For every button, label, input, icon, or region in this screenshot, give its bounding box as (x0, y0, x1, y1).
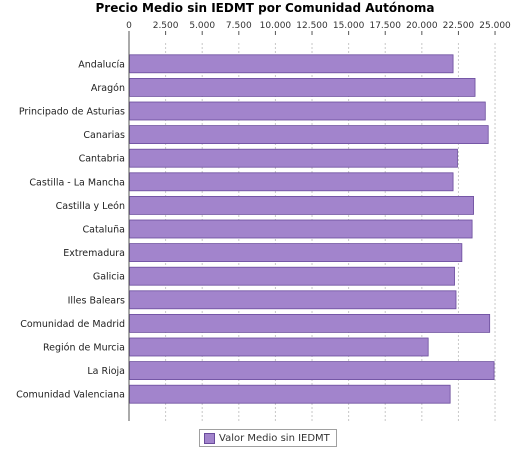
legend-label: Valor Medio sin IEDMT (219, 432, 330, 444)
category-label: Comunidad de Madrid (20, 319, 125, 330)
x-tick-label: 10.000 (260, 21, 292, 31)
legend-swatch (204, 432, 215, 444)
x-tick-label: 12.500 (296, 21, 328, 31)
category-label: Extremadura (63, 248, 125, 259)
legend: Valor Medio sin IEDMT (199, 429, 337, 447)
category-label: Región de Murcia (43, 343, 125, 354)
bar (129, 361, 495, 381)
category-label: Cantabria (79, 154, 125, 165)
bar (129, 243, 463, 263)
x-tick-label: 17.500 (369, 21, 401, 31)
bar (129, 172, 454, 192)
x-tick-label: 15.000 (333, 21, 365, 31)
category-label: Aragón (91, 83, 125, 94)
category-label: Canarias (83, 130, 125, 141)
category-label: Principado de Asturias (19, 107, 125, 118)
x-tick-label: 22.500 (443, 21, 475, 31)
category-labels: Andalucía Aragón Principado de Asturias Can… (16, 59, 125, 400)
x-tick-label: 0 (126, 21, 132, 31)
bar (129, 101, 486, 121)
bar (129, 337, 429, 357)
bars (129, 54, 495, 404)
bar (129, 54, 454, 74)
category-label: Cataluña (82, 225, 125, 236)
x-tick-label: 5.000 (189, 21, 215, 31)
category-label: Illes Balears (68, 295, 125, 306)
x-axis-ticks: 0 2.500 5.000 7.500 10.000 12.500 15.000 17.500… (126, 21, 511, 35)
bar (129, 384, 451, 404)
x-tick-label: 20.000 (406, 21, 438, 31)
category-label: Castilla - La Mancha (29, 177, 125, 188)
category-label: Comunidad Valenciana (16, 390, 125, 401)
chart-title: Precio Medio sin IEDMT por Comunidad Aut… (96, 1, 435, 15)
category-label: La Rioja (87, 366, 125, 377)
bar (129, 148, 458, 168)
bar (129, 290, 457, 310)
x-tick-label: 25.000 (479, 21, 511, 31)
bar (129, 78, 476, 97)
bar (129, 219, 473, 239)
bar (129, 313, 491, 333)
bar (129, 266, 455, 286)
category-label: Andalucía (78, 59, 125, 70)
category-label: Galicia (93, 272, 125, 283)
category-label: Castilla y León (56, 201, 125, 212)
x-tick-label: 2.500 (153, 21, 179, 31)
bar (129, 125, 489, 144)
x-tick-label: 7.500 (226, 21, 252, 31)
bar (129, 195, 474, 215)
